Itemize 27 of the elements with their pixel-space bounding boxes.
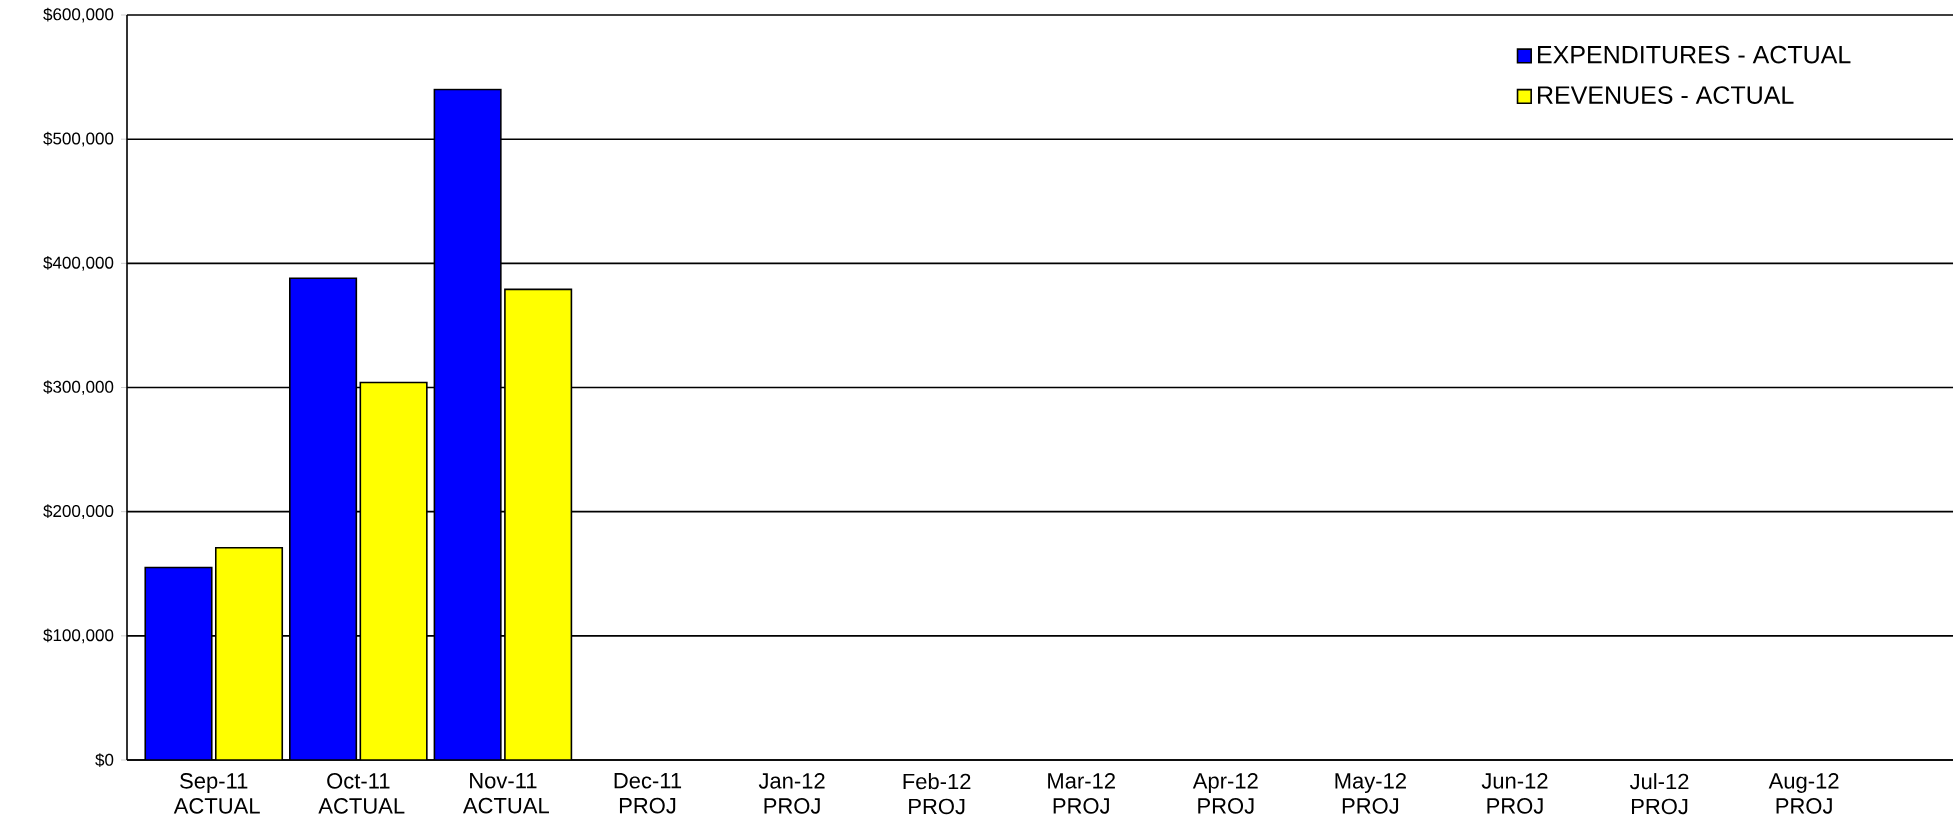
- y-tick-label: $600,000: [43, 7, 114, 23]
- y-tick-label: $300,000: [43, 380, 114, 395]
- y-tick-label: $400,000: [43, 255, 114, 271]
- x-tick-label: Jul-12 PROJ: [1629, 773, 1689, 815]
- x-tick-label: Feb-12 PROJ: [903, 773, 971, 815]
- x-tick-label: Mar-12 PROJ: [1048, 773, 1115, 814]
- y-tick-label: $100,000: [43, 628, 114, 644]
- x-tick-label: Jan-12 PROJ: [758, 773, 825, 814]
- x-tick-label: Dec-11 PROJ: [614, 773, 682, 814]
- y-tick-label: $200,000: [43, 504, 114, 520]
- x-tick-label: Apr-12 PROJ: [1192, 773, 1258, 814]
- y-tick-label: $500,000: [43, 131, 114, 147]
- x-tick-label: Jun-12 PROJ: [1481, 773, 1548, 814]
- y-tick-label: $0: [95, 753, 114, 767]
- x-tick-label: Aug-12 PROJ: [1768, 773, 1839, 814]
- bar: [144, 566, 213, 760]
- bar: [504, 288, 573, 760]
- bar: [289, 277, 358, 760]
- x-tick-label: Sep-11 ACTUAL: [173, 773, 260, 814]
- bar: [359, 381, 428, 760]
- x-tick-label: Oct-11 ACTUAL: [318, 773, 405, 814]
- bar: [433, 88, 502, 760]
- legend-label: REVENUES - ACTUAL: [1538, 86, 1794, 104]
- legend-label: EXPENDITURES - ACTUAL: [1538, 45, 1851, 64]
- bar: [214, 546, 284, 760]
- x-tick-label: May-12 PROJ: [1335, 773, 1406, 814]
- x-tick-label: Nov-11 ACTUAL: [462, 773, 549, 814]
